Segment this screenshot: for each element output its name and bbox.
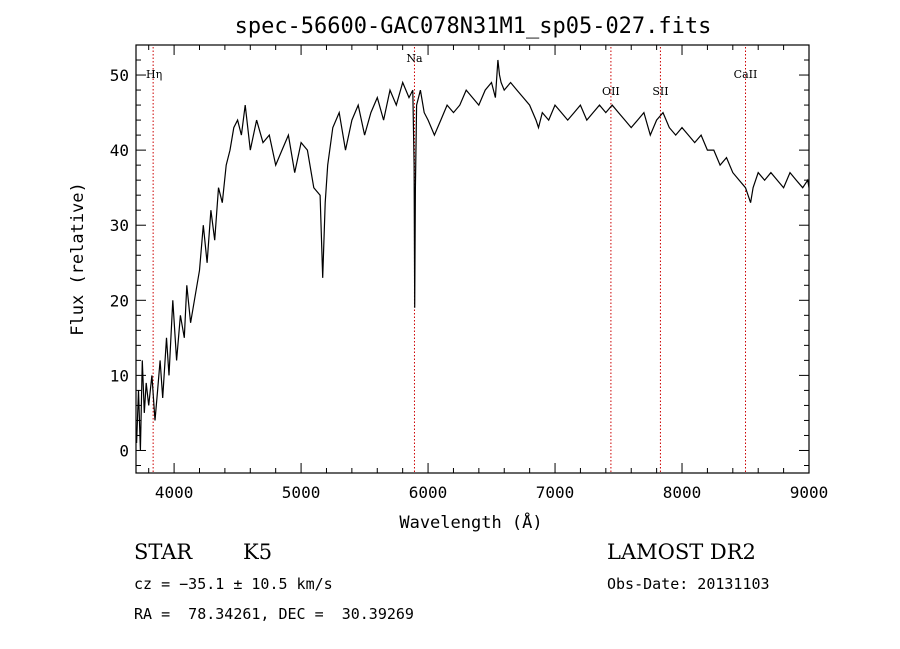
- line-label-0: Hη: [146, 68, 162, 81]
- y-tick-label-2: 20: [110, 291, 129, 310]
- spectral-subclass: K5: [243, 540, 273, 564]
- coordinates: RA = 78.34261, DEC = 30.39269: [134, 605, 414, 623]
- y-tick-label-5: 50: [110, 66, 129, 85]
- plot-frame: [135, 44, 810, 474]
- x-axis-label: Wavelength (Å): [399, 511, 542, 533]
- x-tick-label-5: 9000: [790, 483, 829, 502]
- chart-title: spec-56600-GAC078N31M1_sp05-027.fits: [235, 14, 712, 39]
- redshift-velocity: cz = −35.1 ± 10.5 km/s: [134, 575, 333, 593]
- x-tick-label-0: 4000: [155, 483, 194, 502]
- object-class: STAR: [134, 540, 193, 564]
- line-markers: Hη Na OII SII CaII: [146, 47, 757, 473]
- line-label-2: OII: [602, 85, 620, 98]
- x-tick-label-2: 6000: [409, 483, 448, 502]
- survey-name: LAMOST DR2: [607, 540, 756, 564]
- y-tick-label-4: 40: [110, 141, 129, 160]
- line-label-3: SII: [652, 85, 668, 98]
- spectrum-line: [136, 59, 810, 451]
- x-tick-label-3: 7000: [536, 483, 575, 502]
- observation-date: Obs-Date: 20131103: [607, 575, 770, 593]
- line-label-1: Na: [406, 52, 423, 65]
- x-tick-label-4: 8000: [663, 483, 702, 502]
- y-tick-label-3: 30: [110, 216, 129, 235]
- axis-ticks: 4000 5000 6000 7000 8000 9000 0 10 20 30 40 50: [110, 44, 829, 502]
- y-axis-label: Flux (relative): [68, 182, 88, 336]
- y-tick-label-0: 0: [119, 441, 129, 460]
- y-tick-label-1: 10: [110, 366, 129, 385]
- line-label-4: CaII: [734, 68, 758, 81]
- x-tick-label-1: 5000: [282, 483, 321, 502]
